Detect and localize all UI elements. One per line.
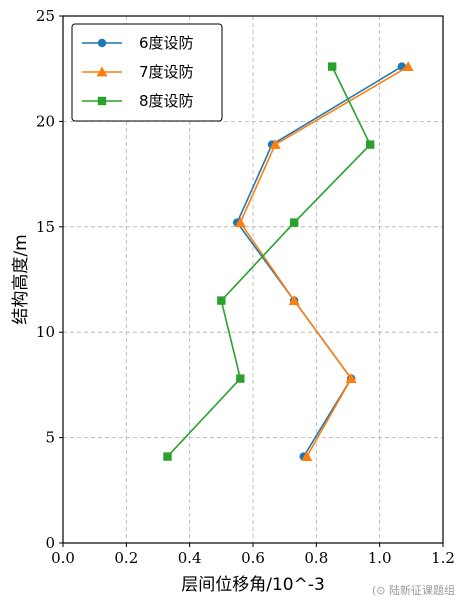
- y-axis-label: 结构高度/m: [11, 234, 31, 324]
- y-tick-label: 5: [45, 429, 55, 447]
- data-point: [289, 218, 299, 227]
- legend-label: 7度设防: [139, 63, 194, 81]
- data-point: [234, 217, 246, 227]
- y-tick-label: 15: [36, 218, 55, 236]
- legend-item: 6度设防: [82, 34, 194, 52]
- y-tick-label: 20: [36, 112, 55, 130]
- x-tick-label: 0.6: [241, 549, 265, 567]
- y-tick-label: 25: [36, 7, 55, 25]
- ticks: 0.0 0.2 0.4 0.6 0.8 1.0 1.2 0 5 10 15 20 25: [36, 7, 455, 567]
- series-2: [234, 61, 414, 461]
- legend-marker: [97, 96, 107, 106]
- x-tick-label: 0.2: [114, 549, 138, 567]
- data-point: [217, 296, 226, 305]
- x-tick-label: 1.2: [431, 549, 455, 567]
- series-line: [239, 65, 409, 457]
- x-axis-label: 层间位移角/10^-3: [181, 575, 325, 595]
- x-tick-label: 0.8: [304, 549, 328, 567]
- data-point: [327, 62, 337, 71]
- legend-label: 8度设防: [139, 92, 194, 110]
- x-tick-label: 0.4: [178, 549, 202, 567]
- y-tick-label: 10: [36, 323, 55, 341]
- data-point: [269, 139, 281, 149]
- x-tick-label: 1.0: [368, 549, 392, 567]
- watermark: (⊙ 陆新征课题组: [371, 584, 455, 597]
- legend-marker: [97, 38, 107, 48]
- legend-item: 8度设防: [82, 92, 194, 110]
- series-line: [236, 65, 403, 457]
- legend-label: 6度设防: [139, 34, 194, 52]
- legend: 6度设防 7度设防 8度设防: [71, 23, 223, 122]
- data-point: [345, 373, 357, 383]
- data-point: [365, 140, 375, 149]
- series-line: [166, 66, 372, 458]
- legend-item: 7度设防: [82, 63, 194, 81]
- x-tick-label: 0.0: [51, 549, 75, 567]
- series-1: [232, 62, 407, 461]
- legend-marker: [96, 66, 108, 77]
- data-point: [402, 61, 414, 71]
- data-point: [301, 451, 313, 461]
- y-tick-label: 0: [45, 534, 55, 552]
- data-point: [288, 295, 300, 305]
- series-layer: [163, 61, 414, 461]
- data-point: [163, 452, 172, 461]
- data-point: [236, 374, 245, 383]
- legend-box: [71, 23, 223, 122]
- series-3: [163, 62, 375, 461]
